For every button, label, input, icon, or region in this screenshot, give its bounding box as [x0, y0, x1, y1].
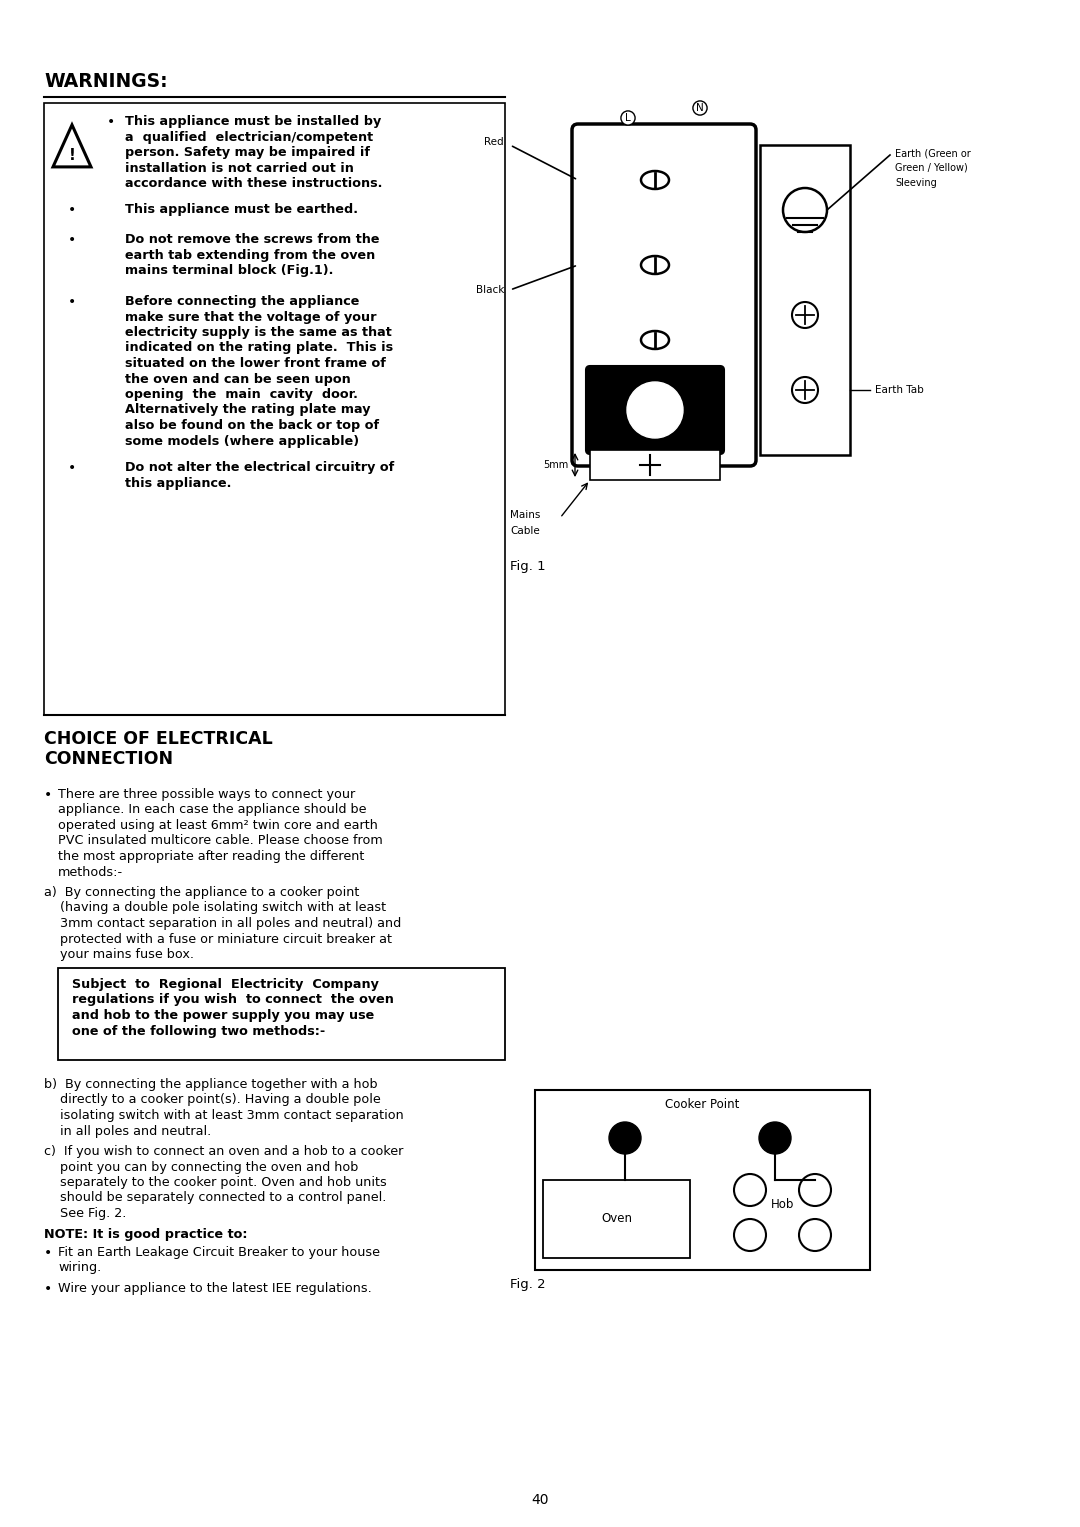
Text: a  qualified  electrician/competent: a qualified electrician/competent: [125, 130, 373, 144]
Text: PVC insulated multicore cable. Please choose from: PVC insulated multicore cable. Please ch…: [58, 834, 382, 847]
Text: your mains fuse box.: your mains fuse box.: [44, 948, 194, 960]
Text: make sure that the voltage of your: make sure that the voltage of your: [125, 310, 377, 324]
Text: this appliance.: this appliance.: [125, 476, 231, 490]
Text: also be found on the back or top of: also be found on the back or top of: [125, 418, 379, 432]
Circle shape: [759, 1122, 791, 1154]
Text: methods:-: methods:-: [58, 866, 123, 878]
Text: •: •: [107, 115, 116, 128]
Text: 40: 40: [531, 1493, 549, 1507]
Text: situated on the lower front frame of: situated on the lower front frame of: [125, 357, 386, 370]
Text: This appliance must be installed by: This appliance must be installed by: [125, 115, 381, 128]
Text: the most appropriate after reading the different: the most appropriate after reading the d…: [58, 851, 364, 863]
Text: installation is not carried out in: installation is not carried out in: [125, 162, 354, 174]
Text: !: !: [68, 148, 76, 163]
Text: earth tab extending from the oven: earth tab extending from the oven: [125, 249, 375, 261]
Text: NOTE: It is good practice to:: NOTE: It is good practice to:: [44, 1228, 247, 1241]
Text: (having a double pole isolating switch with at least: (having a double pole isolating switch w…: [44, 901, 387, 915]
Text: regulations if you wish  to connect  the oven: regulations if you wish to connect the o…: [72, 994, 394, 1006]
Text: CONNECTION: CONNECTION: [44, 750, 173, 768]
Text: some models (where applicable): some models (where applicable): [125, 435, 360, 447]
Text: N: N: [697, 102, 704, 113]
Text: the oven and can be seen upon: the oven and can be seen upon: [125, 373, 351, 385]
Text: Alternatively the rating plate may: Alternatively the rating plate may: [125, 403, 370, 417]
Text: Wire your appliance to the latest IEE regulations.: Wire your appliance to the latest IEE re…: [58, 1283, 372, 1295]
Text: one of the following two methods:-: one of the following two methods:-: [72, 1025, 325, 1037]
Text: point you can by connecting the oven and hob: point you can by connecting the oven and…: [44, 1161, 359, 1174]
Circle shape: [627, 382, 683, 438]
Text: Cooker Point: Cooker Point: [665, 1098, 740, 1112]
Text: mains terminal block (Fig.1).: mains terminal block (Fig.1).: [125, 264, 334, 276]
Bar: [44, 102, 505, 715]
Text: 3mm contact separation in all poles and neutral) and: 3mm contact separation in all poles and …: [44, 918, 402, 930]
Text: electricity supply is the same as that: electricity supply is the same as that: [125, 325, 392, 339]
Text: Mains: Mains: [510, 510, 540, 521]
Text: operated using at least 6mm² twin core and earth: operated using at least 6mm² twin core a…: [58, 818, 378, 832]
Bar: [543, 1180, 690, 1258]
Text: Red: Red: [484, 137, 504, 147]
Bar: [535, 1090, 870, 1270]
Text: Subject  to  Regional  Electricity  Company: Subject to Regional Electricity Company: [72, 977, 379, 991]
Text: opening  the  main  cavity  door.: opening the main cavity door.: [125, 388, 357, 402]
Text: directly to a cooker point(s). Having a double pole: directly to a cooker point(s). Having a …: [44, 1093, 381, 1107]
Text: c)  If you wish to connect an oven and a hob to a cooker: c) If you wish to connect an oven and a …: [44, 1145, 403, 1157]
Text: •: •: [44, 1246, 52, 1260]
Text: •: •: [68, 295, 77, 308]
Text: Fit an Earth Leakage Circuit Breaker to your house: Fit an Earth Leakage Circuit Breaker to …: [58, 1246, 380, 1258]
Text: This appliance must be earthed.: This appliance must be earthed.: [125, 203, 357, 215]
Text: WARNINGS:: WARNINGS:: [44, 72, 167, 92]
Text: •: •: [68, 203, 77, 217]
Text: protected with a fuse or miniature circuit breaker at: protected with a fuse or miniature circu…: [44, 933, 392, 945]
Text: •: •: [68, 461, 77, 475]
Text: See Fig. 2.: See Fig. 2.: [44, 1206, 126, 1220]
Text: wiring.: wiring.: [58, 1261, 102, 1275]
Text: L: L: [625, 113, 631, 124]
Text: Fig. 1: Fig. 1: [510, 560, 545, 573]
Text: b)  By connecting the appliance together with a hob: b) By connecting the appliance together …: [44, 1078, 378, 1090]
Text: Before connecting the appliance: Before connecting the appliance: [125, 295, 360, 308]
Text: Sleeving: Sleeving: [895, 179, 936, 188]
Text: accordance with these instructions.: accordance with these instructions.: [125, 177, 382, 189]
Text: Green / Yellow): Green / Yellow): [895, 163, 968, 173]
Text: Fig. 2: Fig. 2: [510, 1278, 545, 1290]
FancyBboxPatch shape: [586, 366, 724, 454]
Text: Do not remove the screws from the: Do not remove the screws from the: [125, 234, 379, 246]
Bar: [590, 450, 720, 479]
Text: Hob: Hob: [771, 1199, 795, 1211]
Text: •: •: [68, 234, 77, 247]
Text: Black: Black: [475, 286, 504, 295]
FancyBboxPatch shape: [572, 124, 756, 466]
Text: indicated on the rating plate.  This is: indicated on the rating plate. This is: [125, 342, 393, 354]
Text: Earth (Green or: Earth (Green or: [895, 148, 971, 157]
Text: •: •: [44, 788, 52, 802]
Circle shape: [609, 1122, 642, 1154]
Text: Cable: Cable: [510, 525, 540, 536]
Text: isolating switch with at least 3mm contact separation: isolating switch with at least 3mm conta…: [44, 1109, 404, 1122]
Text: Oven: Oven: [600, 1212, 632, 1226]
Text: in all poles and neutral.: in all poles and neutral.: [44, 1124, 212, 1138]
Text: appliance. In each case the appliance should be: appliance. In each case the appliance sh…: [58, 803, 366, 817]
Text: person. Safety may be impaired if: person. Safety may be impaired if: [125, 147, 370, 159]
Text: Earth Tab: Earth Tab: [875, 385, 923, 395]
Bar: [760, 145, 850, 455]
Bar: [58, 968, 505, 1060]
Text: a)  By connecting the appliance to a cooker point: a) By connecting the appliance to a cook…: [44, 886, 360, 899]
Text: should be separately connected to a control panel.: should be separately connected to a cont…: [44, 1191, 387, 1205]
Text: •: •: [44, 1283, 52, 1296]
Text: Do not alter the electrical circuitry of: Do not alter the electrical circuitry of: [125, 461, 394, 473]
Text: There are three possible ways to connect your: There are three possible ways to connect…: [58, 788, 355, 802]
Text: CHOICE OF ELECTRICAL: CHOICE OF ELECTRICAL: [44, 730, 273, 748]
Text: separately to the cooker point. Oven and hob units: separately to the cooker point. Oven and…: [44, 1176, 387, 1190]
Text: and hob to the power supply you may use: and hob to the power supply you may use: [72, 1009, 375, 1022]
Text: 5mm: 5mm: [543, 460, 568, 470]
